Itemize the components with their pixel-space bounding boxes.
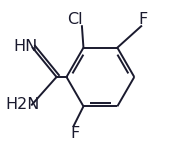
Text: F: F [138,12,147,27]
Text: H2N: H2N [5,97,40,112]
Text: HN: HN [14,39,38,54]
Text: F: F [70,126,80,141]
Text: Cl: Cl [67,12,83,27]
